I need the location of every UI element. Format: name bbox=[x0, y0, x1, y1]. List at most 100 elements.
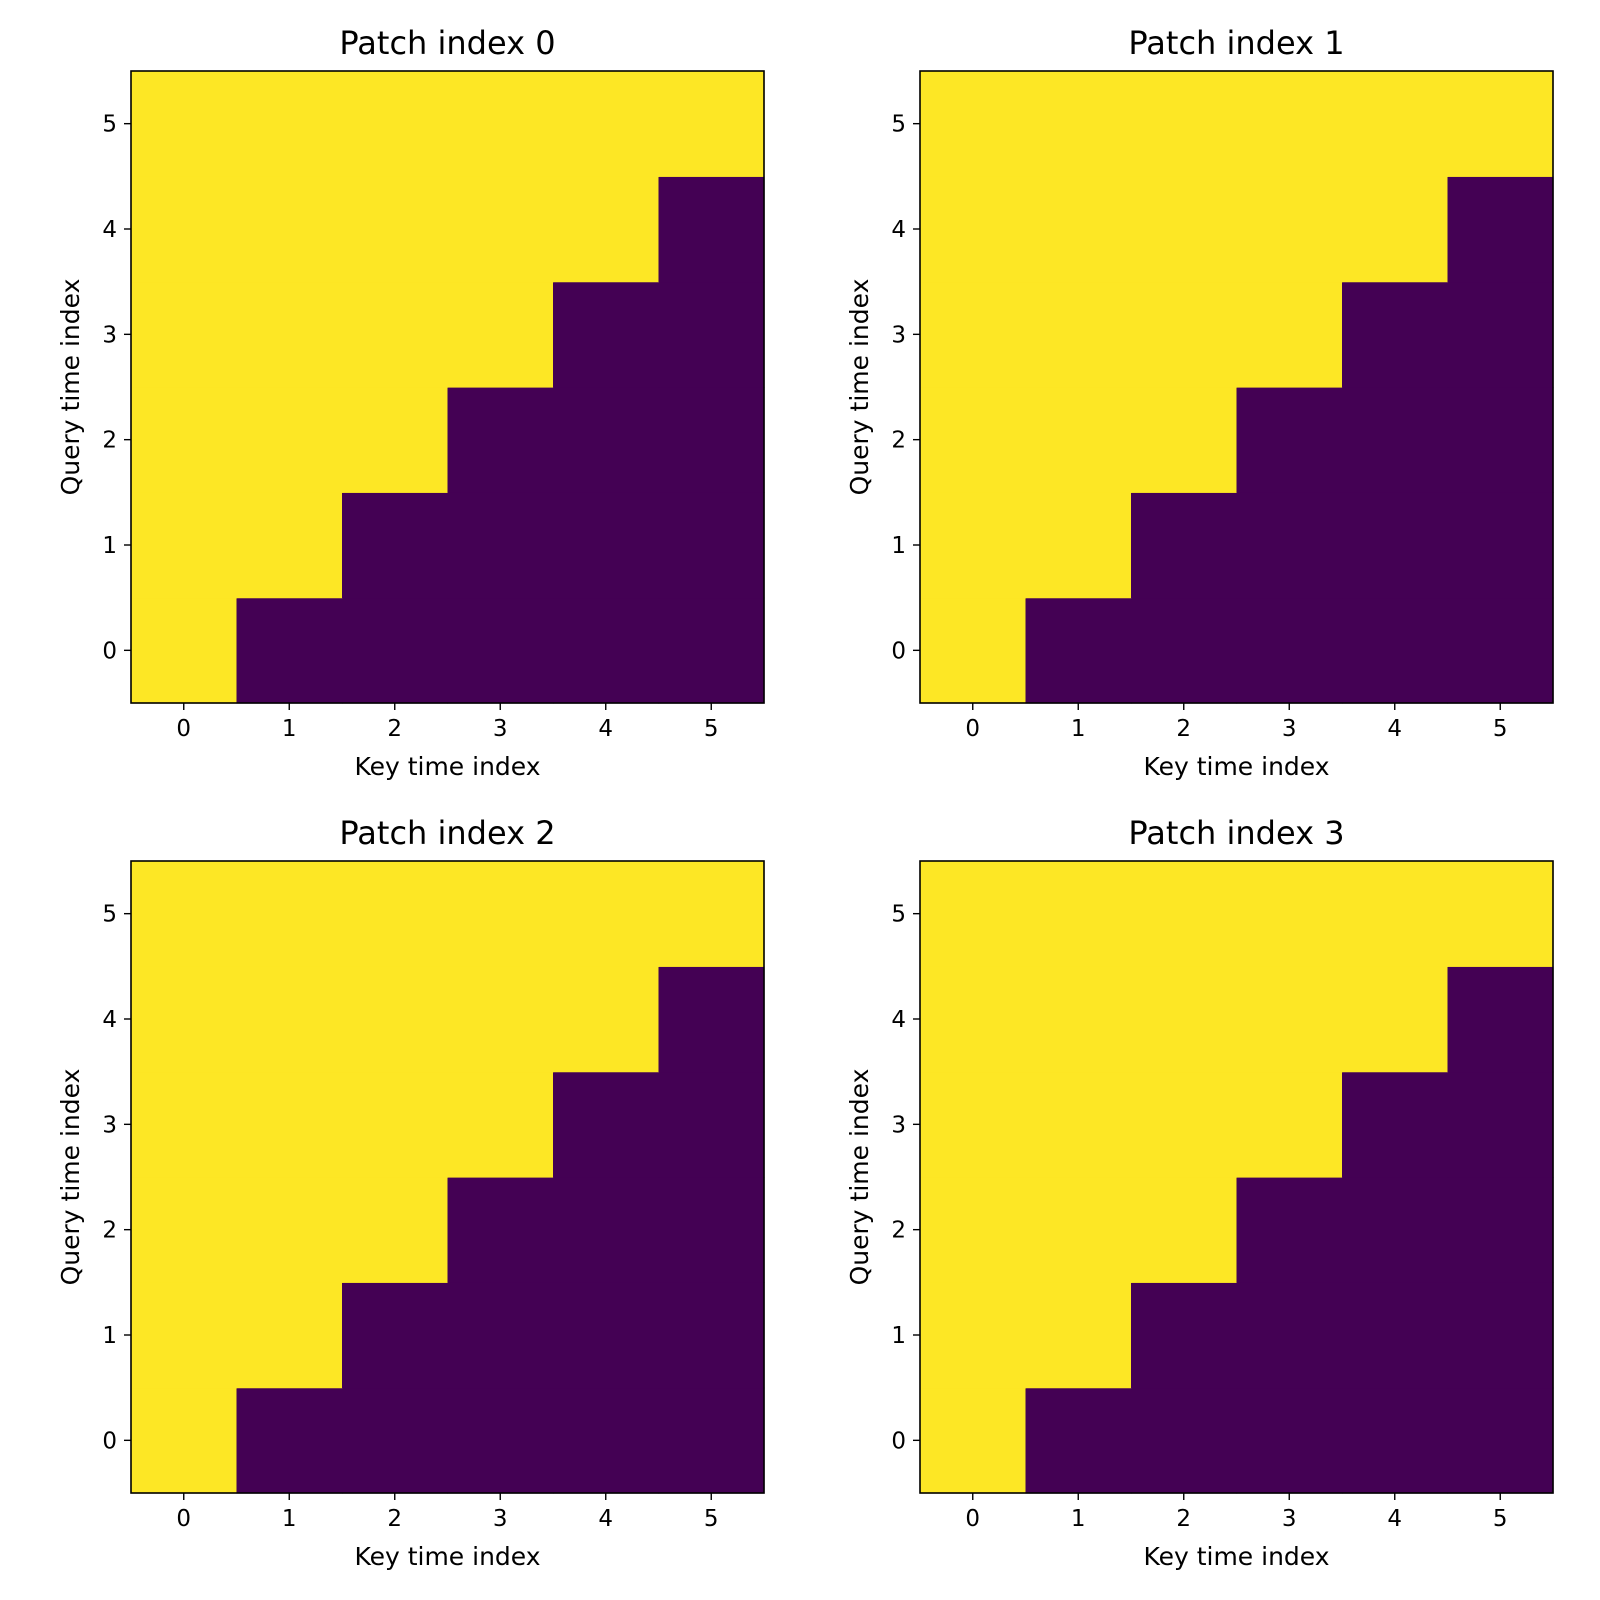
heatmap-cell bbox=[236, 1387, 343, 1494]
subplot-2: 0 1 2 3 4 5 0 1 2 3 4 5 Patch index 2 Key time index Q… bbox=[56, 814, 765, 1571]
heatmap-cell bbox=[447, 281, 554, 388]
heatmap-cell bbox=[131, 176, 238, 283]
x-tick-label: 3 bbox=[1282, 1506, 1297, 1532]
heatmap-cell bbox=[342, 1177, 449, 1283]
heatmap-cell bbox=[342, 1282, 449, 1389]
heatmap-cell bbox=[1236, 1071, 1343, 1178]
axes-frame bbox=[919, 860, 1554, 1494]
heatmap-cell bbox=[553, 597, 660, 704]
heatmap-cell bbox=[1131, 597, 1238, 704]
heatmap-cell bbox=[131, 71, 238, 177]
heatmap-cell bbox=[658, 1071, 765, 1178]
x-tick-label: 1 bbox=[282, 716, 297, 742]
heatmap-cell bbox=[236, 387, 343, 493]
x-tick-label: 2 bbox=[387, 1506, 402, 1532]
heatmap-cell bbox=[1236, 176, 1343, 283]
heatmap-cell bbox=[1447, 281, 1554, 388]
heatmap-cell bbox=[920, 966, 1027, 1073]
heatmap-cell bbox=[447, 387, 554, 493]
y-tick-label: 5 bbox=[891, 902, 906, 928]
x-axis-label: Key time index bbox=[354, 1542, 540, 1571]
heatmap-cell bbox=[342, 492, 449, 599]
x-tick-label: 1 bbox=[1071, 1506, 1086, 1532]
heatmap-cell bbox=[1236, 597, 1343, 704]
heatmap-cell bbox=[131, 1071, 238, 1178]
heatmap-cell bbox=[447, 176, 554, 283]
heatmap-cell bbox=[920, 1071, 1027, 1178]
y-tick-label: 1 bbox=[891, 1323, 906, 1349]
heatmap-cell bbox=[1025, 1387, 1132, 1494]
heatmap-cell bbox=[236, 861, 343, 967]
heatmap-cell bbox=[342, 861, 449, 967]
heatmap-cell bbox=[1025, 71, 1132, 177]
x-axis-label: Key time index bbox=[1143, 1542, 1329, 1571]
heatmap-cell bbox=[1342, 176, 1449, 283]
y-axis-label: Query time index bbox=[845, 1069, 874, 1286]
x-tick-label: 1 bbox=[282, 1506, 297, 1532]
heatmap-cell bbox=[236, 492, 343, 599]
heatmap-cell bbox=[553, 966, 660, 1073]
heatmap-cell bbox=[447, 71, 554, 177]
heatmap-cell bbox=[920, 597, 1027, 704]
y-tick-label: 0 bbox=[102, 1428, 117, 1454]
heatmap-cell bbox=[131, 597, 238, 704]
x-tick-label: 5 bbox=[1493, 716, 1508, 742]
heatmap-cell bbox=[1236, 1387, 1343, 1494]
heatmap-cell bbox=[658, 176, 765, 283]
heatmap-cell bbox=[553, 861, 660, 967]
axes-frame bbox=[130, 860, 765, 1494]
heatmap-cell bbox=[342, 71, 449, 177]
heatmap-cell bbox=[1131, 492, 1238, 599]
heatmap-cell bbox=[1447, 1177, 1554, 1283]
x-tick-label: 4 bbox=[598, 716, 613, 742]
heatmap-cell bbox=[447, 1387, 554, 1494]
heatmap-cell bbox=[447, 966, 554, 1073]
heatmap-cell bbox=[553, 1177, 660, 1283]
x-tick-label: 0 bbox=[965, 1506, 980, 1532]
y-tick-label: 4 bbox=[891, 217, 906, 243]
heatmap-cell bbox=[920, 1177, 1027, 1283]
y-tick-label: 1 bbox=[102, 533, 117, 559]
heatmap-cell bbox=[920, 1387, 1027, 1494]
heatmap-cell bbox=[658, 281, 765, 388]
heatmap-cell bbox=[236, 176, 343, 283]
heatmap-cell bbox=[1447, 1282, 1554, 1389]
heatmap-cell bbox=[1131, 387, 1238, 493]
heatmap-cell bbox=[1236, 387, 1343, 493]
heatmap-cell bbox=[658, 387, 765, 493]
heatmap-cell bbox=[1342, 1177, 1449, 1283]
heatmap-cell bbox=[1342, 1282, 1449, 1389]
y-tick-label: 4 bbox=[102, 1007, 117, 1033]
x-tick-label: 3 bbox=[493, 1506, 508, 1532]
heatmap-cell bbox=[1131, 281, 1238, 388]
heatmap-cell bbox=[553, 1071, 660, 1178]
heatmap-cell bbox=[553, 176, 660, 283]
heatmap-cell bbox=[1447, 1071, 1554, 1178]
heatmap-cell bbox=[342, 597, 449, 704]
heatmap-cell bbox=[1342, 1387, 1449, 1494]
heatmap-cell bbox=[1342, 387, 1449, 493]
heatmap-cell bbox=[342, 966, 449, 1073]
heatmap-cell bbox=[920, 281, 1027, 388]
heatmap-cell bbox=[1025, 1071, 1132, 1178]
heatmap-cell bbox=[131, 492, 238, 599]
heatmap-cell bbox=[1447, 861, 1554, 967]
heatmap-cell bbox=[1342, 71, 1449, 177]
heatmap-cell bbox=[920, 861, 1027, 967]
heatmap-cell bbox=[1236, 1282, 1343, 1389]
heatmap-cell bbox=[342, 1387, 449, 1494]
x-tick-label: 5 bbox=[1493, 1506, 1508, 1532]
heatmap-cell bbox=[1236, 861, 1343, 967]
heatmap-cell bbox=[1025, 861, 1132, 967]
subplot-3: 0 1 2 3 4 5 0 1 2 3 4 5 Patch index 3 Key time index Q… bbox=[845, 814, 1554, 1571]
heatmap-cell bbox=[920, 1282, 1027, 1389]
x-tick-label: 4 bbox=[1387, 1506, 1402, 1532]
x-tick-label: 4 bbox=[598, 1506, 613, 1532]
chart-title: Patch index 0 bbox=[339, 24, 555, 62]
x-tick-label: 0 bbox=[965, 716, 980, 742]
subplot-1: 0 1 2 3 4 5 0 1 2 3 4 5 Patch index 1 Key time index Q… bbox=[845, 24, 1554, 781]
x-axis-label: Key time index bbox=[354, 752, 540, 781]
heatmap-cell bbox=[447, 492, 554, 599]
heatmap-cell bbox=[236, 1071, 343, 1178]
axes-frame bbox=[919, 70, 1554, 704]
